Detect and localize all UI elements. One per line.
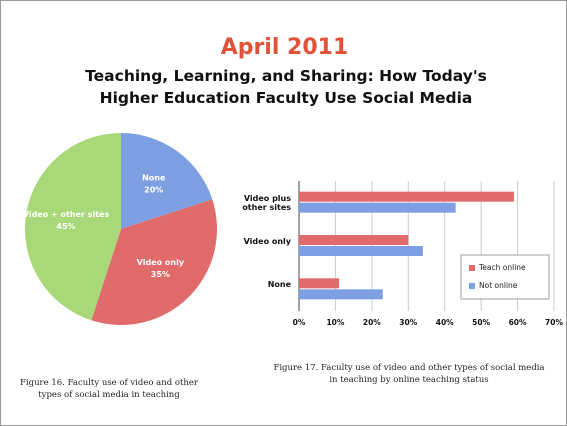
x-tick-label: 20%	[363, 318, 381, 327]
slice-value: 20%	[144, 185, 163, 194]
legend-box	[460, 254, 550, 300]
legend-swatch	[469, 283, 475, 289]
x-tick-label: 70%	[545, 318, 563, 327]
x-tick-label: 40%	[436, 318, 454, 327]
x-tick-label: 30%	[399, 318, 417, 327]
pie-slice	[91, 199, 217, 325]
slice-value: 45%	[56, 222, 75, 231]
bar	[299, 191, 514, 202]
bar	[299, 246, 423, 256]
legend-label: Teach online	[478, 263, 526, 272]
pie-slice	[121, 133, 213, 229]
bar	[299, 289, 383, 300]
caption: Figure 16. Faculty use of video and othe…	[20, 378, 198, 400]
subtitle: Teaching, Learning, and Sharing: How Tod…	[85, 67, 487, 107]
x-tick-label: 50%	[472, 318, 490, 327]
slice-label: Video only	[137, 258, 185, 267]
y-tick-label: Video plus other sites	[242, 193, 291, 212]
slice-value: 35%	[151, 270, 170, 279]
x-tick-label: 10%	[326, 318, 344, 327]
caption: Figure 17. Faculty use of video and othe…	[273, 363, 545, 385]
bar	[299, 235, 409, 245]
bar	[299, 202, 456, 213]
pie-slice	[25, 133, 121, 321]
bar	[299, 278, 340, 289]
title: April 2011	[220, 35, 349, 60]
y-tick-label: None	[267, 280, 291, 290]
x-tick-label: 60%	[509, 318, 527, 327]
legend-swatch	[469, 265, 475, 271]
x-tick-label: 0%	[293, 318, 306, 327]
y-tick-label: Video only	[243, 237, 291, 246]
slice-label: None	[142, 173, 166, 182]
slice-label: Video + other sites	[23, 210, 110, 219]
legend-label: Not online	[479, 281, 518, 290]
